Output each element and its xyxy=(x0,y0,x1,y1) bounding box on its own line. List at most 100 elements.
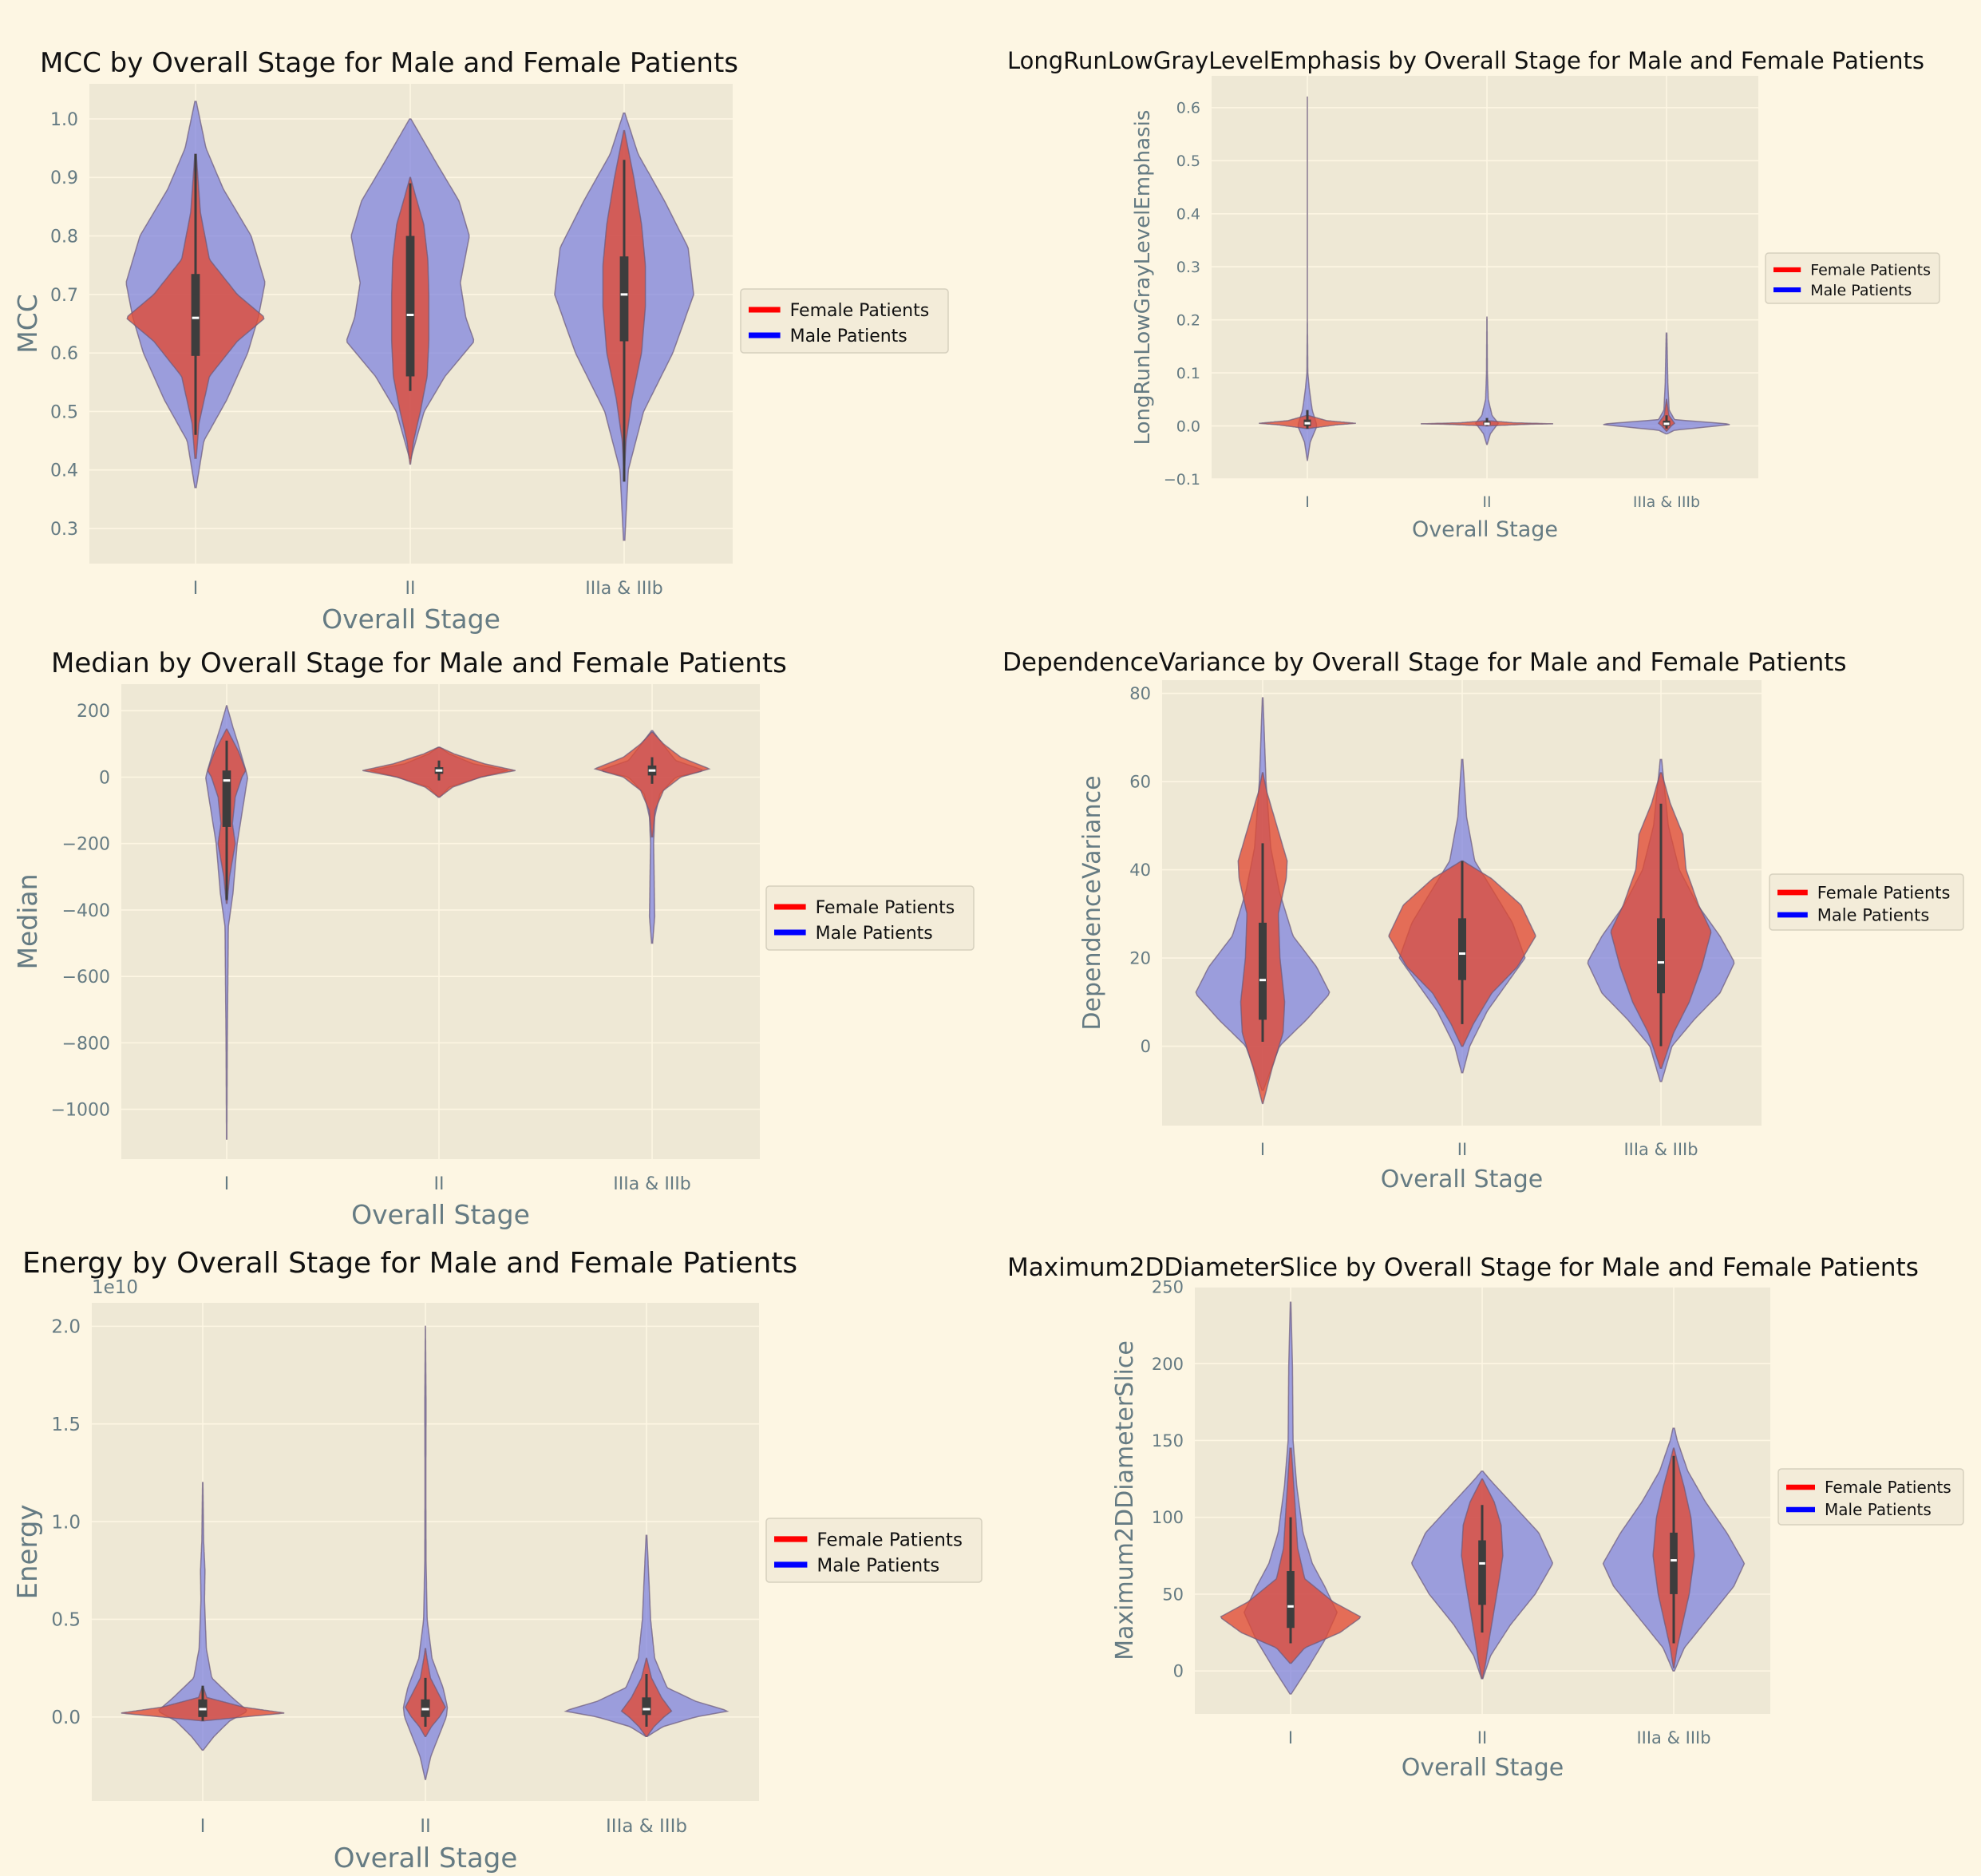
violin-iiia-iiib xyxy=(563,1534,730,1737)
legend: Female Patients Male Patients xyxy=(1777,1468,1964,1526)
x-tick-label: IIIa & IIIb xyxy=(1636,1728,1710,1747)
y-tick-label: −200 xyxy=(62,835,110,855)
x-tick-label: I xyxy=(200,1816,206,1837)
legend-label: Male Patients xyxy=(790,327,907,346)
x-axis-label: Overall Stage xyxy=(334,1842,518,1874)
legend: Female Patients Male Patients xyxy=(765,1518,983,1583)
legend: Female Patients Male Patients xyxy=(765,885,975,951)
y-tick-label: 200 xyxy=(1152,1355,1184,1374)
x-tick-label: II xyxy=(1457,1140,1467,1159)
legend: Female Patients Male Patients xyxy=(1765,252,1940,304)
x-axis-label: Overall Stage xyxy=(351,1199,530,1230)
violin-i xyxy=(205,705,248,1140)
y-tick-label: −800 xyxy=(62,1034,110,1054)
y-tick-label: 0.5 xyxy=(50,402,78,422)
legend-label: Female Patients xyxy=(1825,1478,1951,1497)
box-iqr xyxy=(405,235,415,377)
legend-frame xyxy=(1777,1468,1964,1526)
x-axis-label: Overall Stage xyxy=(322,604,500,635)
y-tick-label: 0.5 xyxy=(51,1610,81,1631)
y-tick-label: 150 xyxy=(1152,1431,1184,1451)
y-tick-label: 50 xyxy=(1162,1585,1184,1604)
legend-label: Female Patients xyxy=(817,1530,963,1550)
x-tick-label: I xyxy=(1288,1728,1293,1747)
violin-ii xyxy=(1474,316,1500,445)
x-tick-label: II xyxy=(1477,1728,1487,1747)
x-tick-label: II xyxy=(405,579,416,599)
y-tick-label: 0.1 xyxy=(1176,365,1200,382)
chart-title: Maximum2DDiameterSlice by Overall Stage … xyxy=(1007,1253,1919,1282)
legend-frame xyxy=(740,288,949,354)
y-tick-label: 1.0 xyxy=(50,110,78,130)
box-iqr xyxy=(1287,1571,1295,1629)
x-axis-label: Overall Stage xyxy=(1412,517,1558,542)
x-tick-label: IIIa & IIIb xyxy=(1623,1140,1698,1159)
legend-frame xyxy=(765,885,975,951)
legend-label: Male Patients xyxy=(1825,1500,1932,1519)
legend-label: Male Patients xyxy=(1810,282,1912,299)
x-tick-label: II xyxy=(434,1174,445,1194)
series-male-patients xyxy=(158,1325,730,1780)
y-tick-label: 40 xyxy=(1129,861,1151,880)
y-tick-label: 250 xyxy=(1152,1278,1184,1297)
x-tick-label: I xyxy=(1260,1140,1265,1159)
y-tick-label: 0.6 xyxy=(1176,100,1200,117)
legend: Female Patients Male Patients xyxy=(1769,873,1964,931)
y-tick-label: 0.6 xyxy=(50,344,78,364)
legend-label: Female Patients xyxy=(816,898,955,918)
violin-ii xyxy=(402,1325,449,1780)
y-tick-label: 0.0 xyxy=(51,1708,81,1728)
x-tick-label: IIIa & IIIb xyxy=(585,579,663,599)
chart-title: MCC by Overall Stage for Male and Female… xyxy=(40,47,738,79)
y-tick-label: 60 xyxy=(1129,773,1151,792)
chart-title: Energy by Overall Stage for Male and Fem… xyxy=(22,1247,797,1280)
box-iqr xyxy=(191,274,200,356)
y-axis-label: Energy xyxy=(12,1504,44,1599)
x-tick-label: I xyxy=(224,1174,230,1194)
y-tick-label: 0.2 xyxy=(1176,311,1200,329)
y-tick-label: 20 xyxy=(1129,949,1151,968)
violin-i xyxy=(1297,96,1318,461)
y-tick-label: 2.0 xyxy=(51,1317,81,1338)
x-tick-label: IIIa & IIIb xyxy=(1633,493,1700,511)
y-tick-label: 0.4 xyxy=(50,461,78,481)
x-tick-label: I xyxy=(1305,493,1310,511)
box-iqr xyxy=(1478,1540,1486,1605)
y-tick-label: 0.3 xyxy=(1176,259,1200,276)
y-tick-label: −400 xyxy=(62,901,110,921)
legend: Female Patients Male Patients xyxy=(740,288,949,354)
chart-title: DependenceVariance by Overall Stage for … xyxy=(1002,648,1847,677)
x-axis-label: Overall Stage xyxy=(1402,1754,1564,1782)
box-iqr xyxy=(619,256,629,342)
y-tick-label: 0 xyxy=(1173,1662,1184,1681)
violin-i xyxy=(158,1482,247,1751)
violin-iiia-iiib xyxy=(1603,332,1730,435)
y-tick-label: 0.9 xyxy=(50,168,78,188)
chart-title: Median by Overall Stage for Male and Fem… xyxy=(51,647,787,679)
subplot-2: −0.10.00.10.20.30.40.50.6I II IIIa & IIIbO… xyxy=(1007,47,1940,542)
y-tick-label: 0.0 xyxy=(1176,418,1200,435)
legend-label: Female Patients xyxy=(790,301,930,321)
legend-label: Female Patients xyxy=(1810,262,1931,279)
y-tick-label: 0.3 xyxy=(50,520,78,540)
y-axis-label: DependenceVariance xyxy=(1078,775,1106,1030)
x-tick-label: II xyxy=(1482,493,1491,511)
y-tick-label: 0.4 xyxy=(1176,206,1200,224)
legend-label: Male Patients xyxy=(817,1555,939,1576)
violin-iiia-iiib xyxy=(1657,398,1676,432)
box-iqr xyxy=(1259,922,1267,1020)
y-tick-label: 1.5 xyxy=(51,1415,81,1435)
y-axis-label: Median xyxy=(12,873,43,969)
box-iqr xyxy=(642,1697,651,1716)
series-male-patients xyxy=(1297,96,1730,461)
y-tick-label: 0.5 xyxy=(1176,152,1200,170)
y-tick-label: 0.8 xyxy=(50,227,78,247)
x-tick-label: IIIa & IIIb xyxy=(613,1174,691,1194)
legend-frame xyxy=(1769,873,1964,931)
box-iqr xyxy=(1657,918,1665,994)
subplot-1: 0.30.40.50.60.70.80.91.0I II IIIa & IIIbOv… xyxy=(12,47,949,635)
y-tick-label: 0 xyxy=(99,768,110,788)
